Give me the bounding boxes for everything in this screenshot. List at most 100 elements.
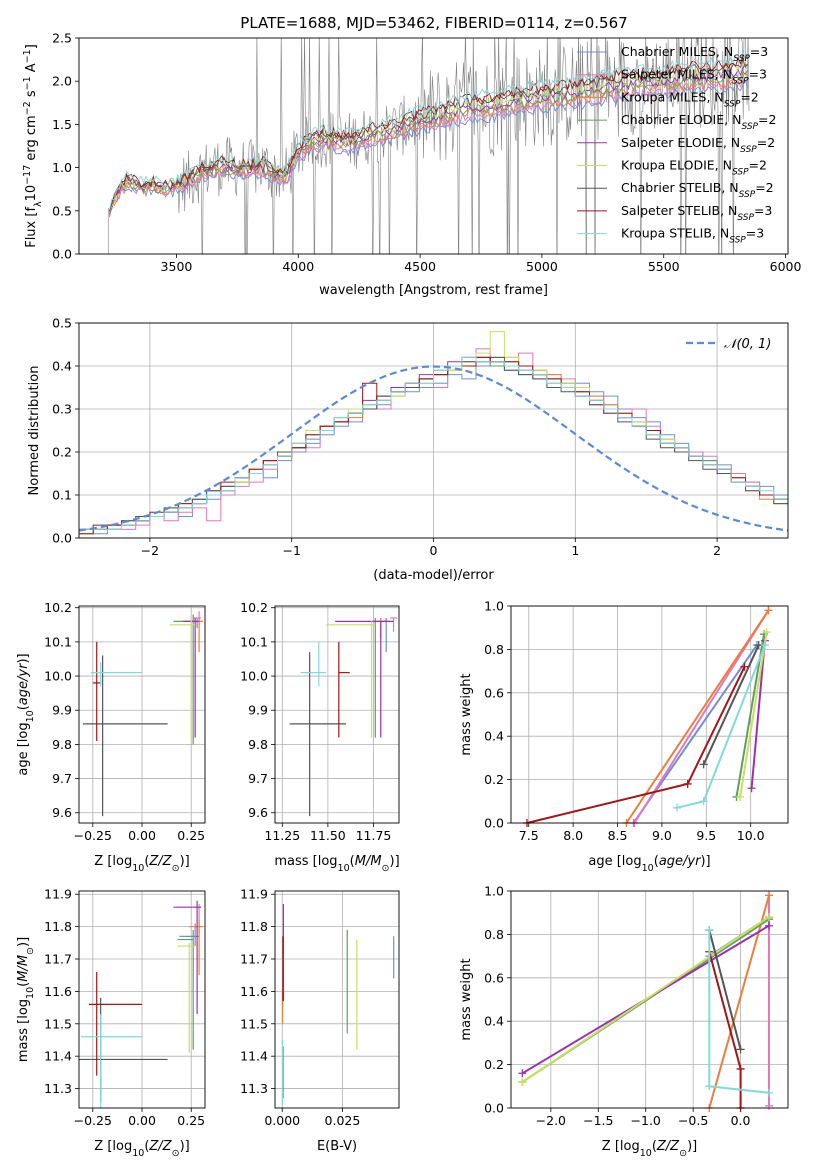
axes-frame <box>78 890 206 1109</box>
massweight-line-kroupa_elodie <box>521 916 770 1083</box>
y-tick-label: 11.6 <box>44 984 72 999</box>
y-tick-label: 0.3 <box>52 402 72 417</box>
mass_vs_EBV-xlabel: E(B-V) <box>317 1139 357 1154</box>
label-part: λ <box>33 201 44 207</box>
label-part: Z [log <box>94 854 132 869</box>
errorbar-point-salpeter_stelib <box>92 641 101 741</box>
legend-label: Kroupa ELODIE, NSSP=2 <box>621 158 767 178</box>
x-tick-label: 0.00 <box>128 828 156 843</box>
label-part: erg cm <box>24 115 39 164</box>
label-part: M/M <box>355 854 382 869</box>
label-part: )] <box>687 1139 697 1154</box>
label-part: ( <box>144 1139 149 1154</box>
legend-label: Chabrier MILES, NSSP=3 <box>621 44 768 64</box>
label-part: ⊙ <box>679 1148 687 1159</box>
histogram-kroupa_stelib <box>79 356 788 538</box>
y-tick-label: 9.7 <box>248 771 268 786</box>
spectrum-xlabel: wavelength [Angstrom, rest frame] <box>319 283 548 298</box>
legend-tail: =3 <box>749 67 767 82</box>
age_vs_Z-ylabel: age [log10(age/yr)] <box>16 653 36 775</box>
legend-subscript: SSP <box>737 213 754 223</box>
label-part: −2 <box>22 101 33 115</box>
y-tick-label: 9.7 <box>52 771 72 786</box>
massweight-marker <box>736 792 745 801</box>
y-tick-label: 0.8 <box>484 642 504 657</box>
legend-tail: =2 <box>757 135 775 150</box>
y-tick-label: 1.5 <box>52 117 72 132</box>
errorbar-point-kroupa_stelib <box>80 1014 142 1108</box>
errorbar-point-salpeter_stelib <box>338 641 350 738</box>
spectrum-model-chabrier_miles <box>109 80 749 218</box>
legend-subscript: SSP <box>741 122 758 132</box>
x-tick-label: 5500 <box>648 259 680 274</box>
errorbar-point-kroupa_stelib <box>300 641 327 687</box>
y-tick-label: 0.5 <box>52 203 72 218</box>
x-tick-label: 10.0 <box>737 828 765 843</box>
label-part: 10 <box>640 1148 652 1159</box>
y-tick-label: 9.6 <box>52 805 72 820</box>
y-tick-label: 11.5 <box>240 1016 268 1031</box>
massweight-line-kroupa_miles <box>625 609 770 823</box>
massweight-marker <box>762 628 771 637</box>
label-part: ( <box>16 982 31 987</box>
label-part: 10 <box>132 1148 144 1159</box>
legend-label: Salpeter STELIB, NSSP=3 <box>621 203 772 223</box>
errorbar-point-chabrier_stelib <box>289 652 347 817</box>
y-tick-label: 11.8 <box>44 919 72 934</box>
y-tick-label: 1.0 <box>484 599 504 614</box>
mass_vs_EBV-panel: 0.000 0.025 11.3 11.4 11.5 11.6 11.7 11.8 11.9 E(… <box>240 887 400 1154</box>
label-part: Z/Z <box>148 1139 172 1154</box>
spectrum-model-kroupa_stelib <box>109 49 749 210</box>
x-tick-label: 5000 <box>526 259 558 274</box>
mass_vs_Z-panel: −0.25 0.00 0.25 11.3 11.4 11.5 11.6 11.7 11.8 11.… <box>16 887 206 1159</box>
legend-tail: =3 <box>746 226 764 241</box>
y-tick-label: 10.1 <box>240 634 268 649</box>
legend-tail: =2 <box>758 112 776 127</box>
massweight-marker <box>760 641 769 650</box>
label-part: ⊙ <box>25 947 36 955</box>
errorbar-point-salpeter_miles <box>389 617 398 632</box>
legend-label: Kroupa MILES, NSSP=2 <box>621 89 759 109</box>
label-part: ( <box>654 854 659 869</box>
mass_vs_Z-ylabel: mass [log10(M/M⊙)] <box>16 937 36 1062</box>
label-part: )] <box>700 854 710 869</box>
label-part: s <box>24 90 39 101</box>
errorbar-point-salpeter_miles <box>195 903 202 934</box>
label-part: Z/Z <box>656 1139 680 1154</box>
massweight-marker <box>518 1069 527 1078</box>
y-tick-label: 1.0 <box>52 160 72 175</box>
label-part: )] <box>180 1139 190 1154</box>
y-tick-label: 10.1 <box>44 634 72 649</box>
legend-text: Chabrier STELIB, N <box>621 180 739 195</box>
y-tick-label: 2.0 <box>52 74 72 89</box>
massweight_vs_Z-ylabel: mass weight <box>459 958 474 1040</box>
massweight-line-kroupa_elodie <box>739 631 768 798</box>
y-tick-label: 9.9 <box>52 703 72 718</box>
label-part: 10 <box>642 863 654 874</box>
axes-frame <box>274 890 400 1109</box>
y-tick-label: 0.2 <box>484 1057 504 1072</box>
x-tick-label: 7.5 <box>519 828 539 843</box>
x-tick-label: 9.0 <box>652 828 672 843</box>
errorbar-point-chabrier_miles <box>382 617 390 653</box>
y-tick-label: 0.1 <box>52 488 72 503</box>
massweight-marker <box>765 913 774 922</box>
legend-text: Kroupa STELIB, N <box>621 226 729 241</box>
y-tick-label: 11.3 <box>44 1081 72 1096</box>
label-part: age [log <box>588 854 641 869</box>
label-part: )] <box>16 937 31 947</box>
errorbar-point-chabrier_stelib <box>82 655 168 817</box>
legend-text: Salpeter STELIB, N <box>621 203 737 218</box>
label-part: Flux [f <box>24 207 39 248</box>
y-tick-label: 0.6 <box>484 970 504 985</box>
legend-subscript: SSP <box>732 77 749 87</box>
x-tick-label: 0.25 <box>177 1113 205 1128</box>
x-tick-label: 11.50 <box>310 828 346 843</box>
gaussian-legend-label: 𝒩(0, 1) <box>724 337 771 352</box>
y-tick-label: 1.0 <box>484 884 504 899</box>
errorbar-point-salpeter_elodie <box>173 900 202 1015</box>
legend-text: Chabrier ELODIE, N <box>621 112 741 127</box>
errorbar-point-kroupa_elodie <box>177 942 196 1053</box>
age_vs_Z-panel: −0.25 0.00 0.25 9.6 9.7 9.8 9.9 10.0 10.1 10.2 Z [… <box>16 600 206 874</box>
x-tick-label: 0.25 <box>177 828 205 843</box>
